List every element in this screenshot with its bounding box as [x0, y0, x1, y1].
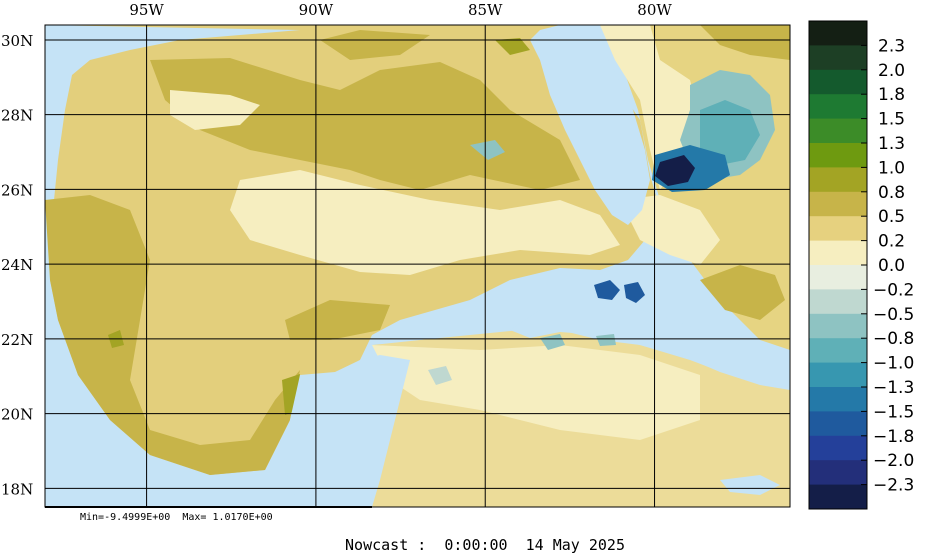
negative-anomaly: [594, 280, 620, 300]
colorbar-swatch: [809, 240, 867, 266]
olive-dark-patch: [495, 38, 530, 55]
longitude-label: 90W: [299, 1, 334, 19]
colorbar-label: −0.2: [873, 280, 914, 300]
hispaniola-land: [720, 475, 780, 495]
negative-anomaly: [470, 140, 505, 160]
latitude-label: 18N: [1, 480, 33, 498]
colorbar-label: 1.3: [878, 134, 905, 154]
colorbar-swatch: [809, 435, 867, 461]
light-patch: [372, 345, 700, 440]
longitude-label: 80W: [637, 1, 672, 19]
colorbar-label: −1.8: [873, 427, 914, 447]
olive-patch: [700, 265, 785, 320]
colorbar-label: 1.0: [878, 158, 905, 178]
light-patch: [230, 170, 620, 275]
colorbar-label: −2.0: [873, 451, 914, 471]
florida-land: [530, 25, 650, 225]
colorbar-swatch: [809, 21, 867, 46]
colorbar-label: −1.3: [873, 378, 914, 398]
colorbar-swatch: [809, 69, 867, 95]
grid-lines: [45, 25, 790, 507]
ssh-field: [45, 25, 790, 507]
colorbar-swatch: [809, 216, 867, 242]
colorbar-swatch: [809, 411, 867, 437]
colorbar-label: 1.5: [878, 110, 905, 130]
colorbar: 2.3 2.0 1.8 1.5 1.3 1.0 0.8 0.5 0.2 0.0 −0.2 −0.5 −0…: [808, 20, 914, 510]
colorbar-label: −1.0: [873, 354, 914, 374]
colorbar-swatch: [809, 143, 867, 168]
latitude-label: 24N: [1, 256, 33, 274]
cuba-land: [510, 300, 790, 390]
colorbar-swatch: [809, 313, 867, 339]
longitude-label: 85W: [468, 1, 503, 19]
latitude-labels: 30N 28N 26N 24N 22N 20N 18N: [1, 32, 33, 498]
min-max-readout: Min=-9.4999E+00 Max= 1.0170E+00: [80, 512, 273, 523]
latitude-label: 26N: [1, 181, 33, 199]
colorbar-label: 0.8: [878, 183, 905, 203]
light-patch: [620, 195, 720, 265]
colorbar-swatch: [809, 94, 867, 120]
colorbar-swatch: [809, 338, 867, 364]
longitude-label: 95W: [129, 1, 164, 19]
colorbar-swatch: [809, 191, 867, 217]
longitude-labels: 95W 90W 85W 80W: [129, 1, 672, 19]
colorbar-swatch: [809, 460, 867, 486]
latitude-label: 28N: [1, 107, 33, 125]
negative-anomaly: [700, 100, 760, 165]
colorbar-label: −2.3: [873, 476, 914, 496]
colorbar-label: −1.5: [873, 402, 914, 422]
colorbar-swatch: [809, 118, 867, 144]
colorbar-label: 2.0: [878, 61, 905, 81]
colorbar-label: 0.2: [878, 232, 905, 252]
latitude-label: 30N: [1, 32, 33, 50]
colorbar-label: 2.3: [878, 36, 905, 56]
colorbar-label: 1.8: [878, 85, 905, 105]
colorbar-swatch: [809, 45, 867, 71]
colorbar-label: −0.8: [873, 329, 914, 349]
negative-anomaly: [428, 366, 452, 385]
olive-patch: [320, 30, 430, 60]
olive-patch: [150, 58, 580, 190]
olive-patch: [700, 25, 790, 60]
colorbar-swatch: [809, 484, 867, 510]
colorbar-swatch: [809, 167, 867, 193]
colorbar-label: −0.5: [873, 305, 914, 325]
negative-anomaly: [540, 334, 565, 350]
colorbar-swatch: [809, 289, 867, 315]
negative-anomaly: [596, 334, 616, 346]
light-patch: [170, 90, 260, 130]
colorbar-swatch: [809, 265, 867, 290]
colorbar-label: 0.0: [878, 256, 905, 276]
light-patch: [600, 25, 700, 190]
olive-patch: [45, 195, 300, 475]
colorbar-swatch: [809, 362, 867, 388]
olive-patch: [285, 300, 390, 340]
colorbar-label: 0.5: [878, 207, 905, 227]
latitude-label: 20N: [1, 406, 33, 424]
colorbar-swatch: [809, 387, 867, 412]
plot-frame: [44, 24, 791, 508]
negative-anomaly: [624, 282, 645, 303]
latitude-label: 22N: [1, 331, 33, 349]
nowcast-caption: Nowcast : 0:00:00 14 May 2025: [345, 536, 625, 554]
negative-anomaly-core: [655, 155, 695, 186]
